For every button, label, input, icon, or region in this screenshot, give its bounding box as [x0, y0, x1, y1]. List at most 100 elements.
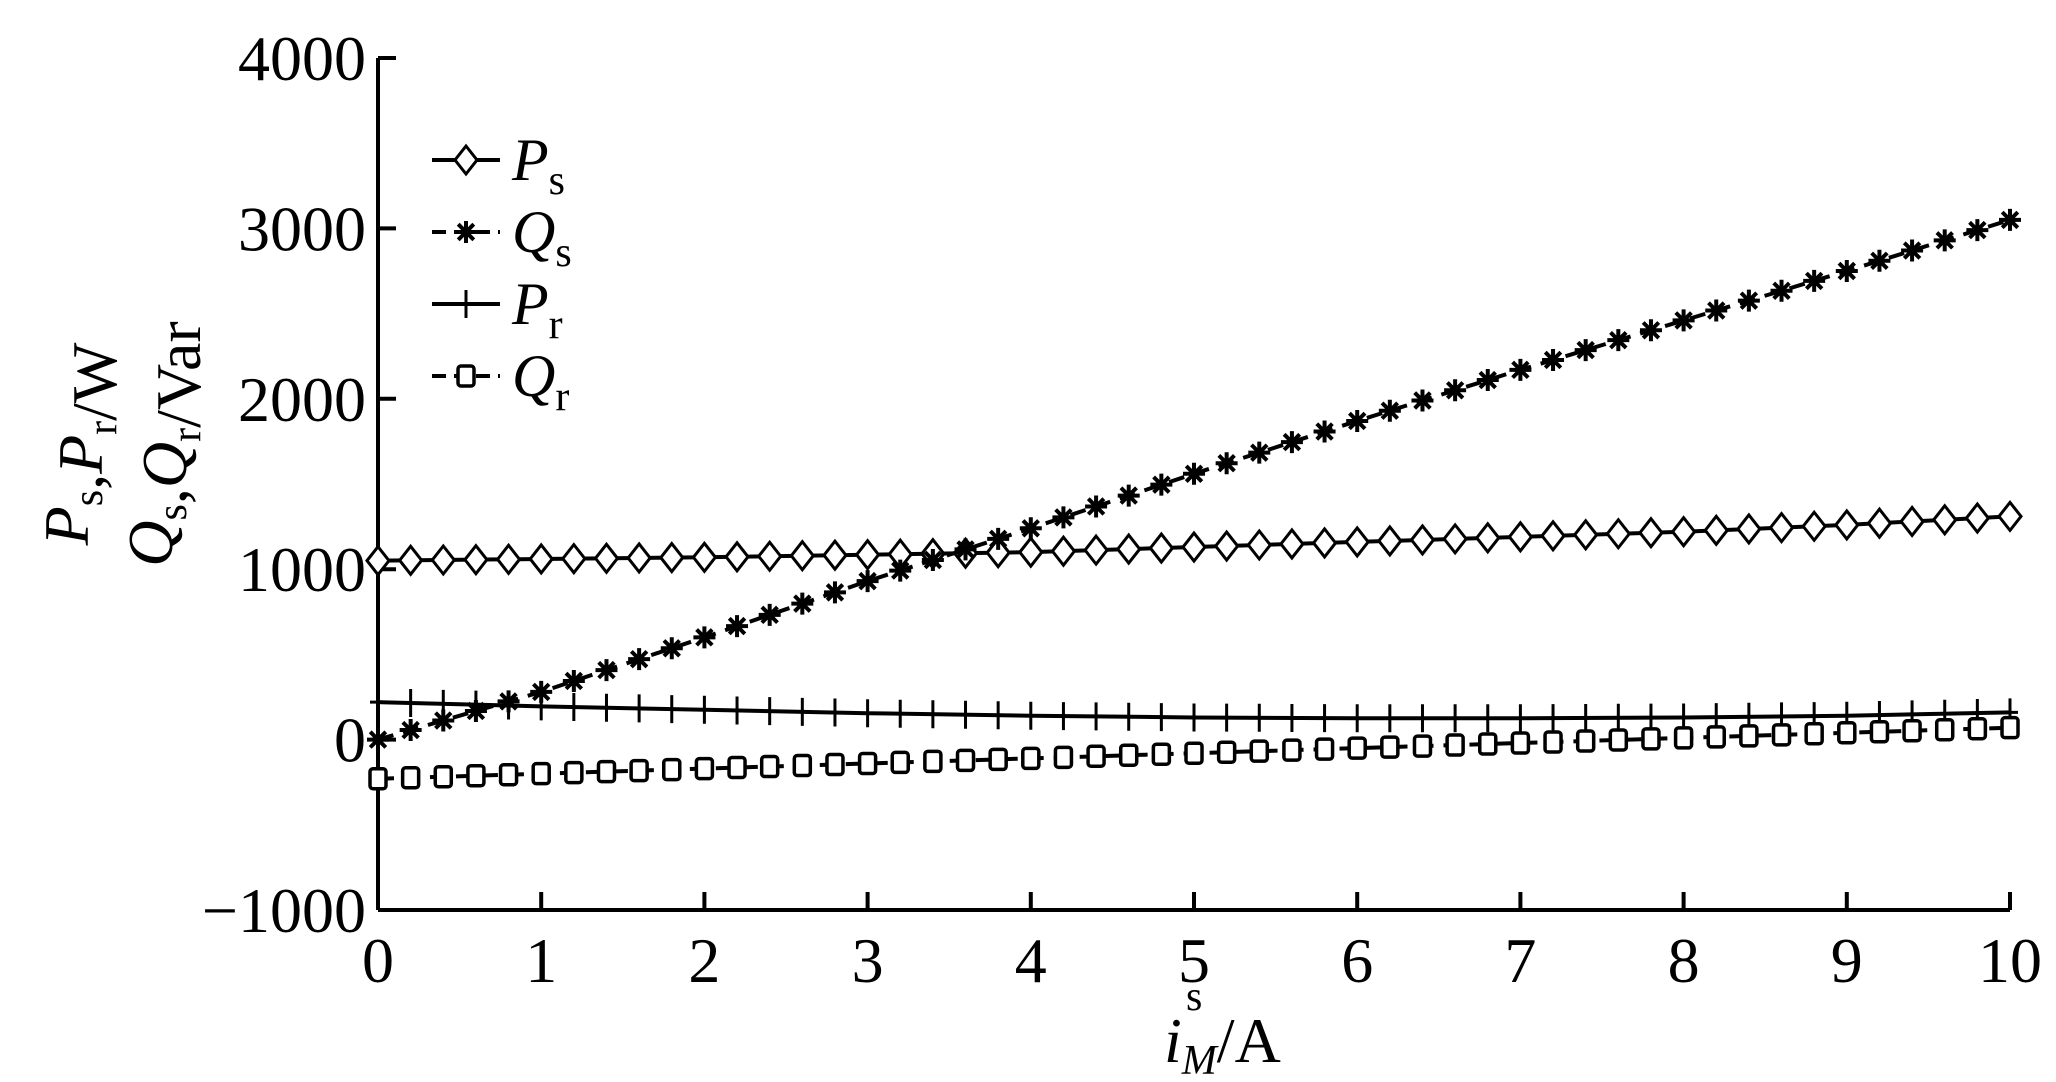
data-point: [792, 753, 813, 778]
data-point: [1120, 702, 1137, 731]
data-point: [533, 692, 550, 721]
data-point: [1866, 506, 1893, 540]
data-point: [822, 538, 848, 572]
data-point: [595, 659, 618, 682]
data-point: [1246, 528, 1273, 562]
data-point: [1931, 503, 1958, 537]
data-point: [658, 541, 685, 575]
data-point: [370, 688, 386, 717]
data-point: [1311, 526, 1338, 560]
legend-subscript: r: [555, 374, 569, 420]
data-point: [889, 559, 912, 582]
y-axis-label-line1: Ps,Pr/W: [31, 342, 130, 546]
data-point: [1770, 279, 1793, 302]
data-point: [1412, 734, 1433, 758]
data-point: [1476, 369, 1499, 392]
data-point: [726, 615, 749, 638]
data-point: [1574, 339, 1597, 362]
data-point: [1967, 716, 1988, 741]
data-point: [890, 750, 910, 775]
data-point: [1899, 505, 1925, 538]
legend-label: Ps: [511, 127, 565, 204]
data-point: [1215, 452, 1238, 475]
data-point: [1737, 289, 1760, 312]
data-point: [466, 763, 486, 788]
data-point: [1186, 703, 1202, 732]
data-point: [495, 542, 522, 576]
data-point: [1313, 420, 1336, 443]
data-point: [1934, 717, 1955, 742]
data-point: [562, 669, 585, 692]
data-point: [1641, 727, 1661, 751]
data-point: [1414, 704, 1431, 733]
data-point: [1118, 743, 1139, 768]
data-point: [1153, 703, 1170, 732]
data-point: [1088, 702, 1105, 731]
data-point: [1117, 484, 1140, 507]
data-point: [1021, 746, 1041, 771]
data-point: [402, 688, 419, 717]
data-point: [1216, 740, 1237, 764]
data-point: [1540, 519, 1566, 553]
legend-entry: Pr: [432, 271, 563, 348]
data-point: [1833, 508, 1860, 542]
data-point: [1148, 531, 1175, 565]
x-tick-label: 5: [1178, 925, 1210, 996]
data-point: [1376, 524, 1403, 558]
y-tick-label: 3000: [238, 193, 366, 264]
legend-label: Qr: [512, 343, 569, 420]
data-point: [433, 764, 454, 789]
data-point: [1509, 358, 1532, 381]
data-point: [660, 637, 683, 660]
data-point: [794, 697, 811, 726]
series-ps: [365, 499, 2023, 578]
data-point: [957, 700, 974, 729]
data-point: [1249, 739, 1270, 763]
data-point: [1771, 723, 1792, 747]
data-point: [761, 697, 778, 726]
data-point: [1835, 260, 1858, 282]
data-point: [921, 548, 944, 571]
data-point: [1964, 501, 1991, 535]
data-point: [467, 690, 484, 719]
y-tick-label: 2000: [238, 364, 366, 435]
x-tick-label: 7: [1504, 925, 1536, 996]
data-point: [1479, 704, 1496, 733]
data-point: [1543, 730, 1563, 754]
data-point: [1739, 724, 1759, 748]
legend-label: Qs: [512, 199, 572, 276]
data-point: [628, 648, 651, 671]
x-tick-label: 6: [1341, 925, 1373, 996]
data-point: [2000, 715, 2020, 740]
data-point: [1282, 738, 1302, 762]
data-point: [1085, 495, 1108, 518]
data-point: [789, 539, 816, 573]
data-point: [397, 543, 424, 577]
data-point: [1577, 703, 1594, 732]
data-point: [1316, 704, 1333, 733]
data-point: [400, 766, 421, 790]
data-point: [988, 747, 1008, 772]
data-point: [531, 761, 551, 786]
data-point: [1510, 731, 1531, 755]
data-point: [1251, 703, 1268, 732]
data-point: [626, 541, 653, 575]
data-point: [823, 581, 846, 604]
data-point: [1999, 208, 2021, 231]
data-point: [856, 570, 879, 593]
y-tick-label: −1000: [202, 875, 366, 946]
data-point: [1052, 506, 1075, 529]
data-point: [1283, 703, 1300, 732]
data-point: [1151, 742, 1172, 767]
data-point: [696, 695, 713, 724]
legend-marker: [456, 364, 476, 388]
series-qs: [367, 208, 2021, 751]
data-point: [1901, 239, 1924, 262]
y-tick-label: 1000: [238, 534, 366, 605]
data-point: [1575, 729, 1596, 753]
x-axis-label: iM/A: [1164, 1005, 1281, 1082]
data-point: [1349, 704, 1366, 733]
x-tick-label: 9: [1831, 925, 1863, 996]
data-point: [1868, 249, 1891, 272]
